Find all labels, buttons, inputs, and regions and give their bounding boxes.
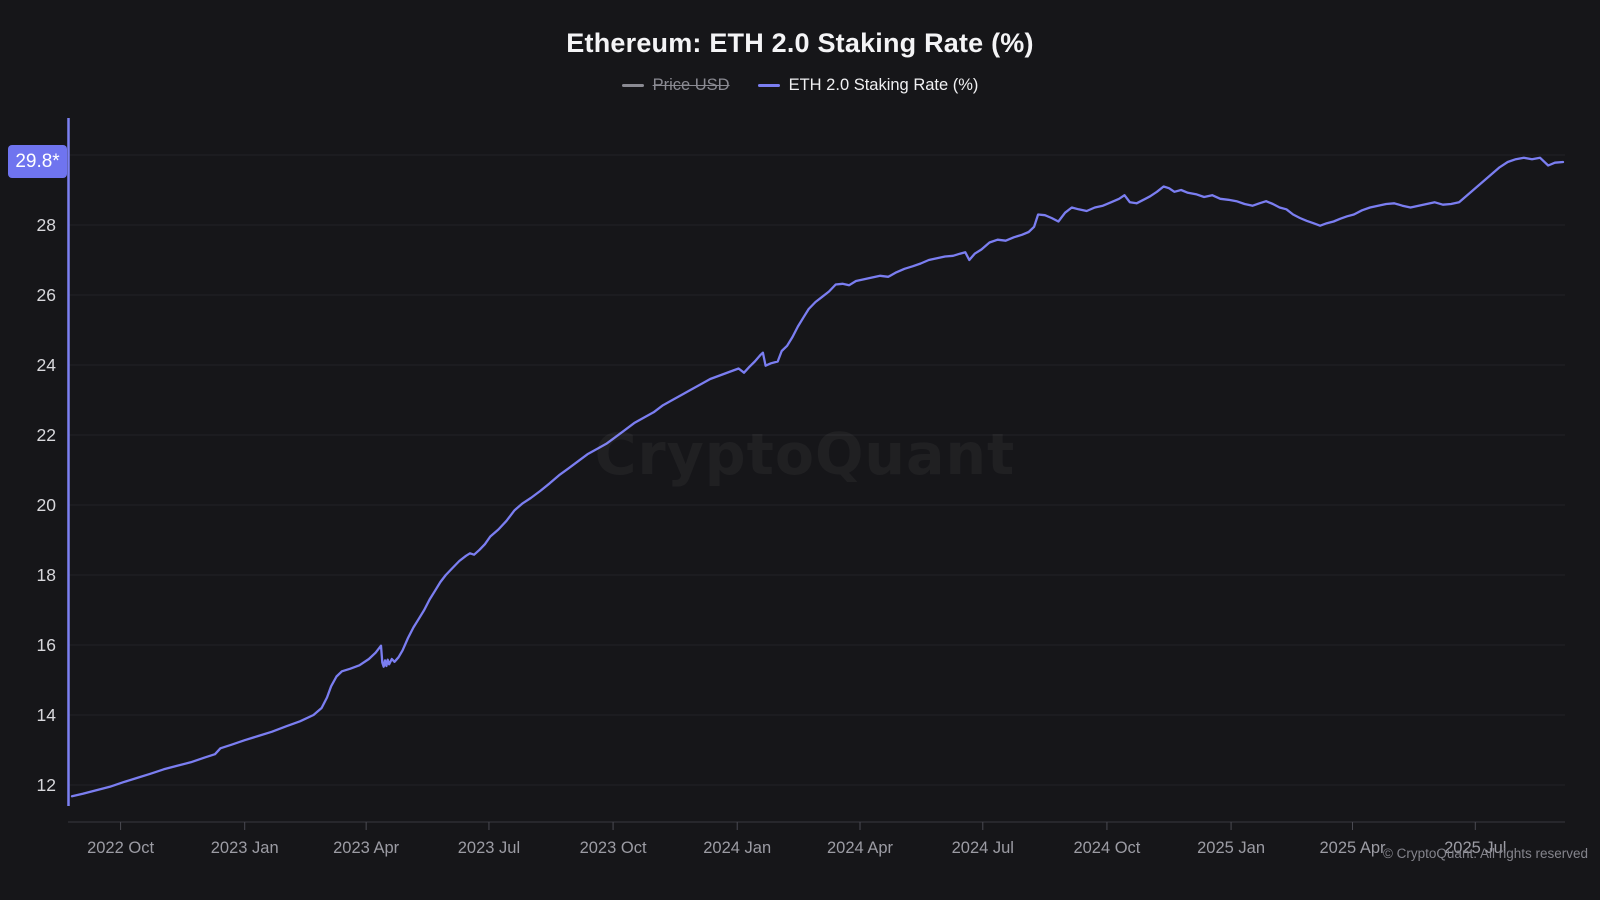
legend: Price USD ETH 2.0 Staking Rate (%): [0, 76, 1600, 95]
x-tick-label-8: 2024 Oct: [1073, 839, 1140, 857]
legend-item-staking-rate[interactable]: ETH 2.0 Staking Rate (%): [757, 76, 979, 95]
staking-rate-series-line[interactable]: [70, 156, 1565, 798]
legend-label-price-usd: Price USD: [652, 76, 730, 94]
copyright-notice: © CryptoQuant. All rights reserved: [1382, 846, 1588, 861]
x-tick-label-4: 2023 Oct: [580, 839, 647, 857]
x-tick-label-2: 2023 Apr: [333, 839, 400, 857]
y-tick-label-26: 26: [37, 285, 56, 305]
x-tick-label-5: 2024 Jan: [703, 839, 771, 857]
x-tick-label-7: 2024 Jul: [952, 839, 1014, 857]
legend-item-price-usd[interactable]: Price USD: [621, 76, 730, 95]
page-title: Ethereum: ETH 2.0 Staking Rate (%): [566, 28, 1034, 58]
x-tick-label-6: 2024 Apr: [827, 839, 894, 857]
y-tick-label-12: 12: [37, 775, 56, 795]
x-tick-label-1: 2023 Jan: [211, 839, 279, 857]
x-tick-label-11: 2025 Jul: [1444, 839, 1506, 857]
legend-dash-staking-rate-icon: [757, 84, 780, 87]
y-tick-label-16: 16: [37, 635, 56, 655]
y-tick-label-22: 22: [37, 425, 56, 445]
legend-label-staking-rate: ETH 2.0 Staking Rate (%): [788, 76, 979, 94]
y-tick-label-14: 14: [37, 705, 57, 725]
x-tick-label-0: 2022 Oct: [87, 839, 154, 857]
y-tick-label-20: 20: [37, 495, 57, 515]
x-tick-label-10: 2025 Apr: [1319, 839, 1386, 857]
y-tick-label-24: 24: [37, 355, 57, 375]
x-tick-label-9: 2025 Jan: [1197, 839, 1265, 857]
y-tick-label-28: 28: [37, 215, 56, 235]
y-tick-label-18: 18: [37, 565, 56, 585]
legend-dash-price-usd-icon: [621, 84, 644, 87]
x-tick-label-3: 2023 Jul: [458, 839, 520, 857]
last-value-badge: 29.8*: [8, 145, 67, 178]
